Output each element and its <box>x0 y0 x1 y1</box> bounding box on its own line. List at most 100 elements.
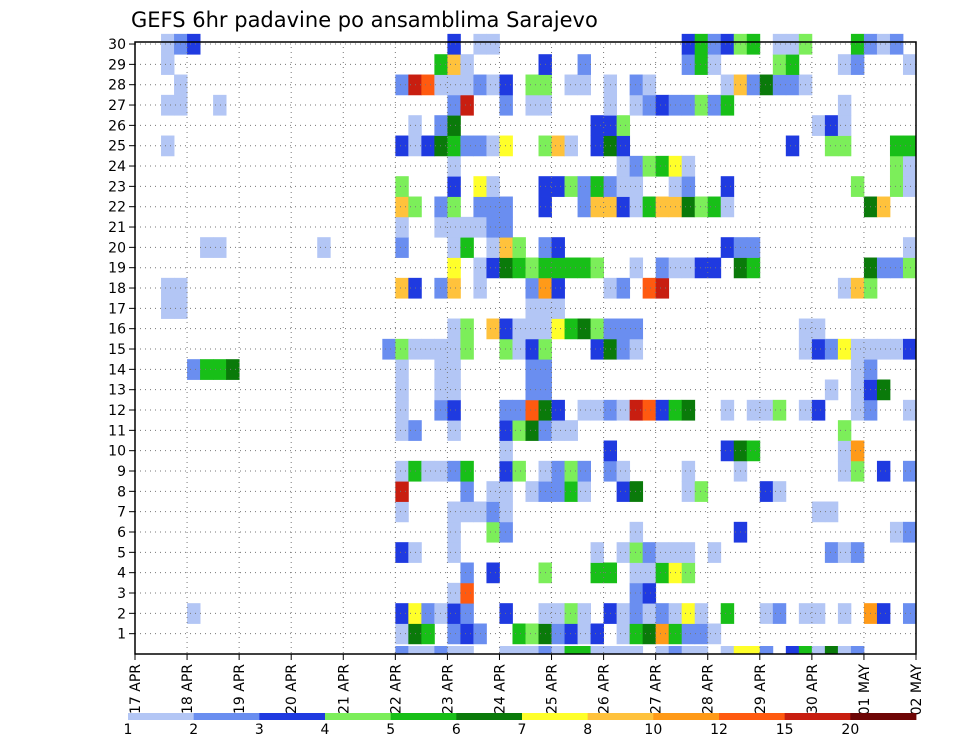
heatmap-cell <box>720 646 735 655</box>
heatmap-cell <box>161 94 175 116</box>
heatmap-cell <box>460 338 474 360</box>
heatmap-cell <box>902 521 917 543</box>
heatmap-cell <box>616 135 631 157</box>
heatmap-cell <box>499 74 513 96</box>
heatmap-cell <box>200 237 214 258</box>
heatmap-cell <box>824 338 839 360</box>
heatmap-cell <box>577 257 591 279</box>
heatmap-cell <box>564 603 578 624</box>
heatmap-cell <box>460 460 474 482</box>
heatmap-cell <box>577 603 591 624</box>
x-tick-label: 23 APR <box>440 664 456 714</box>
heatmap-cell <box>629 603 644 624</box>
x-tick-label: 24 APR <box>492 664 508 714</box>
colorbar-label: 10 <box>644 722 662 738</box>
heatmap-cell <box>486 562 500 584</box>
heatmap-cell <box>551 257 565 279</box>
chart-title: GEFS 6hr padavine po ansamblima Sarajevo <box>131 8 598 32</box>
heatmap-cell <box>850 54 865 75</box>
heatmap-cell <box>837 277 852 299</box>
heatmap-cell <box>434 460 448 482</box>
heatmap-cell <box>655 196 670 218</box>
heatmap-cell <box>746 74 761 96</box>
colorbar-swatch <box>784 713 851 720</box>
heatmap-cell <box>616 623 631 645</box>
heatmap-cell <box>837 420 852 441</box>
heatmap-cell <box>447 94 461 116</box>
heatmap-cell <box>707 542 722 563</box>
heatmap-cell <box>876 196 891 218</box>
heatmap-cell <box>213 359 227 380</box>
heatmap-cell <box>512 420 526 441</box>
heatmap-cell <box>395 359 409 380</box>
heatmap-cell <box>707 33 722 55</box>
heatmap-cell <box>850 646 865 655</box>
y-tick-label: 30 <box>108 37 126 53</box>
heatmap-cell <box>642 623 657 645</box>
y-tick-label: 10 <box>108 444 126 460</box>
heatmap-cell <box>629 521 644 543</box>
heatmap-cell <box>733 646 748 655</box>
heatmap-cell <box>876 257 891 279</box>
heatmap-cell <box>382 338 396 360</box>
heatmap-cell <box>616 542 631 563</box>
heatmap-cell <box>889 135 904 157</box>
colorbar-label: 1 <box>124 722 133 738</box>
colorbar-swatch <box>456 713 523 720</box>
heatmap-cell <box>395 74 409 96</box>
heatmap-cell <box>161 33 175 55</box>
x-tick-label: 18 APR <box>180 664 196 714</box>
heatmap-cell <box>629 562 644 584</box>
heatmap-cell <box>499 440 513 462</box>
heatmap-cell <box>499 257 513 279</box>
heatmap-cell <box>447 155 461 177</box>
heatmap-cell <box>746 257 761 279</box>
heatmap-cell <box>395 542 409 563</box>
heatmap-cell <box>694 54 709 75</box>
heatmap-cell <box>629 155 644 177</box>
x-tick-label: 02 MAY <box>909 664 925 716</box>
heatmap-cell <box>499 94 513 116</box>
heatmap-cell <box>408 646 422 655</box>
heatmap-cell <box>460 582 474 604</box>
heatmap-cell <box>590 623 604 645</box>
heatmap-cell <box>655 94 670 116</box>
heatmap-cell <box>616 176 631 197</box>
heatmap-cell <box>551 399 565 421</box>
heatmap-cell <box>785 135 800 157</box>
heatmap-cell <box>486 176 500 197</box>
heatmap-cell <box>434 379 448 401</box>
y-tick-label: 27 <box>108 98 126 114</box>
heatmap-cell <box>421 460 435 482</box>
heatmap-cell <box>525 623 539 645</box>
heatmap-cell <box>486 33 500 55</box>
heatmap-cell <box>681 481 696 502</box>
y-tick-label: 21 <box>108 220 126 236</box>
heatmap-cell <box>590 115 604 136</box>
heatmap-cell <box>447 379 461 401</box>
colorbar-label: 15 <box>776 722 794 738</box>
heatmap-cell <box>434 277 448 299</box>
colorbar-label: 4 <box>321 722 330 738</box>
heatmap-cell <box>460 501 474 523</box>
heatmap-cell <box>785 33 800 55</box>
heatmap-cell <box>772 603 787 624</box>
heatmap-cell <box>460 623 474 645</box>
heatmap-cell <box>837 338 852 360</box>
y-tick-label: 15 <box>108 342 126 358</box>
heatmap-cell <box>642 277 657 299</box>
heatmap-cell <box>681 257 696 279</box>
heatmap-cell <box>616 481 631 502</box>
y-tick-label: 25 <box>108 139 126 155</box>
heatmap-cell <box>668 646 683 655</box>
heatmap-cell <box>811 115 826 136</box>
heatmap-cell <box>720 196 735 218</box>
heatmap-cell <box>577 196 591 218</box>
heatmap-cell <box>681 623 696 645</box>
heatmap-cell <box>447 237 461 258</box>
colorbar-swatch <box>128 713 195 720</box>
heatmap-cell <box>499 318 513 340</box>
heatmap-cell <box>486 521 500 543</box>
heatmap-cell <box>850 379 865 401</box>
heatmap-cell <box>655 542 670 563</box>
